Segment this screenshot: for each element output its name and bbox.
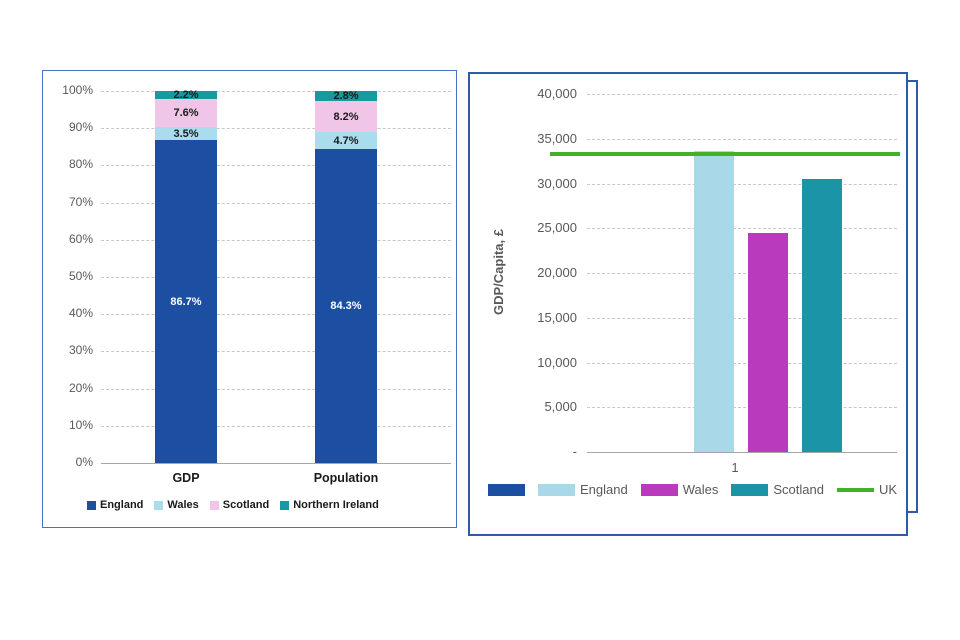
- bar-england: [694, 151, 734, 452]
- gridline: [587, 183, 897, 185]
- bar-segment-wales: [155, 127, 217, 141]
- left-chart-legend: England Wales Scotland Northern Ireland: [87, 499, 379, 511]
- y-axis-tick-label: -: [572, 444, 577, 459]
- data-label-wales: 3.5%: [173, 127, 199, 140]
- y-axis-tick-label: 90%: [68, 120, 93, 135]
- uk-reference-line: [550, 151, 900, 156]
- legend-item-northern-ireland: Northern Ireland: [280, 499, 379, 511]
- y-axis-tick-label: 100%: [62, 83, 93, 97]
- legend-item-wales: Wales: [640, 482, 719, 497]
- gridline: [101, 388, 451, 390]
- gridline: [587, 317, 897, 319]
- bar-scotland: [802, 179, 842, 452]
- bar-segment-scotland: [315, 101, 377, 132]
- y-axis-tick-label: 20,000: [537, 265, 577, 280]
- gridline: [101, 351, 451, 353]
- data-label-england: 84.3%: [330, 300, 362, 313]
- legend-label: England: [580, 482, 628, 497]
- y-axis-tick-label: 70%: [68, 194, 93, 209]
- bar-segment-england: [315, 149, 377, 463]
- legend-item-unlabeled: [488, 483, 525, 496]
- legend-item-scotland: Scotland: [731, 482, 824, 497]
- data-label-wales: 4.7%: [333, 134, 359, 147]
- wales-swatch-icon: [154, 500, 164, 510]
- wales-swatch-icon: [640, 483, 678, 496]
- scotland-swatch-icon: [209, 500, 219, 510]
- gridline: [101, 239, 451, 241]
- legend-item-scotland: Scotland: [209, 499, 270, 511]
- legend-label: Wales: [167, 499, 199, 511]
- unlabeled-swatch-icon: [488, 483, 525, 496]
- northern-ireland-swatch-icon: [280, 500, 290, 510]
- data-label-scotland: 8.2%: [333, 110, 359, 123]
- gridline: [101, 277, 451, 278]
- legend-label: Scotland: [773, 482, 824, 497]
- legend-item-uk: UK: [836, 482, 898, 497]
- uk-swatch-icon: [836, 487, 874, 492]
- y-axis-tick-label: 60%: [68, 231, 93, 246]
- gdp-per-capita-chart: GDP/Capita, £ England Wales Scotland UK 40,…: [468, 72, 908, 536]
- y-axis-tick-label: 35,000: [537, 130, 577, 146]
- legend-item-england: England: [538, 482, 628, 497]
- gridline: [101, 314, 451, 316]
- scotland-swatch-icon: [731, 483, 769, 496]
- y-axis-tick-label: 10,000: [537, 354, 577, 370]
- y-axis-tick-label: 5,000: [544, 399, 577, 415]
- bar-segment-scotland: [155, 99, 217, 128]
- y-axis-tick-label: 30%: [68, 343, 93, 358]
- bar-segment-northern-ireland: [315, 91, 377, 102]
- bar-segment-wales: [315, 131, 377, 150]
- legend-item-england: England: [87, 499, 143, 511]
- gridline: [101, 128, 451, 130]
- gridline: [587, 407, 897, 409]
- gridline: [587, 138, 897, 140]
- y-axis-tick-label: 50%: [68, 269, 93, 283]
- y-axis-tick-label: 20%: [68, 380, 93, 395]
- y-axis-tick-label: 30,000: [537, 175, 577, 191]
- stacked-share-chart: England Wales Scotland Northern Ireland 100…: [42, 70, 457, 528]
- bar-segment-northern-ireland: [155, 91, 217, 100]
- y-axis-tick-label: 15,000: [537, 309, 577, 325]
- y-axis-tick-label: 10%: [68, 417, 93, 432]
- england-swatch-icon: [87, 500, 96, 510]
- data-label-scotland: 7.6%: [173, 107, 199, 120]
- gridline: [101, 202, 451, 204]
- x-axis-tick-label: 1: [731, 460, 739, 475]
- gridline: [101, 91, 451, 92]
- gridline: [587, 228, 897, 230]
- gridline: [587, 94, 897, 95]
- gridline: [101, 425, 451, 427]
- legend-label: UK: [878, 482, 898, 497]
- legend-label: Scotland: [222, 499, 270, 511]
- y-axis-tick-label: 80%: [68, 157, 93, 172]
- y-axis-tick-label: 0%: [75, 455, 93, 469]
- data-label-england: 86.7%: [170, 295, 202, 308]
- y-axis-tick-label: 25,000: [537, 220, 577, 236]
- gridline: [587, 362, 897, 364]
- y-axis-tick-label: 40%: [68, 306, 93, 321]
- legend-label: Northern Ireland: [293, 499, 379, 511]
- england-swatch-icon: [538, 483, 575, 496]
- gridline: [101, 165, 451, 167]
- right-chart-legend: England Wales Scotland UK: [488, 482, 897, 497]
- gridline: [587, 273, 897, 274]
- gridline: [101, 463, 451, 464]
- legend-label: Wales: [682, 482, 719, 497]
- data-label-northern-ireland: 2.8%: [333, 90, 359, 103]
- gridline: [587, 452, 897, 453]
- y-axis-tick-label: 40,000: [537, 86, 577, 101]
- legend-item-wales: Wales: [154, 499, 199, 511]
- data-label-northern-ireland: 2.2%: [173, 89, 199, 102]
- x-axis-category-label: GDP: [172, 471, 200, 485]
- x-axis-category-label: Population: [313, 471, 379, 485]
- bar-segment-england: [155, 140, 217, 463]
- legend-label: England: [100, 499, 144, 511]
- bar-wales: [748, 232, 788, 452]
